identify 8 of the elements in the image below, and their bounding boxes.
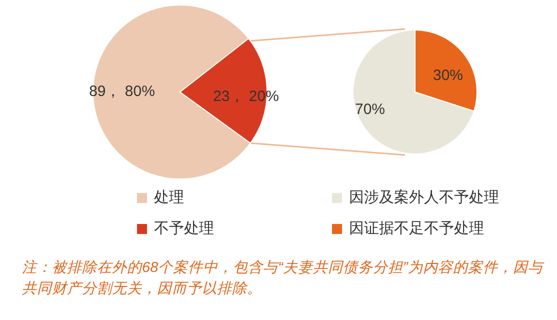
legend-label: 因证据不足不予处理	[349, 220, 484, 237]
data-label: 70%	[354, 100, 386, 118]
legend-label: 处理	[154, 188, 184, 206]
legend-label: 因涉及案外人不予处理	[349, 188, 499, 206]
data-label: 89， 80%	[89, 82, 155, 100]
data-label: 30%	[432, 66, 464, 84]
text: 注：被排除在外的68个案件中，包含与“夫妻共同债务分担”为内容的案件，因与共同财产分割无关，因而予以排除。	[22, 258, 546, 299]
legend-label: 不予处理	[154, 220, 214, 237]
